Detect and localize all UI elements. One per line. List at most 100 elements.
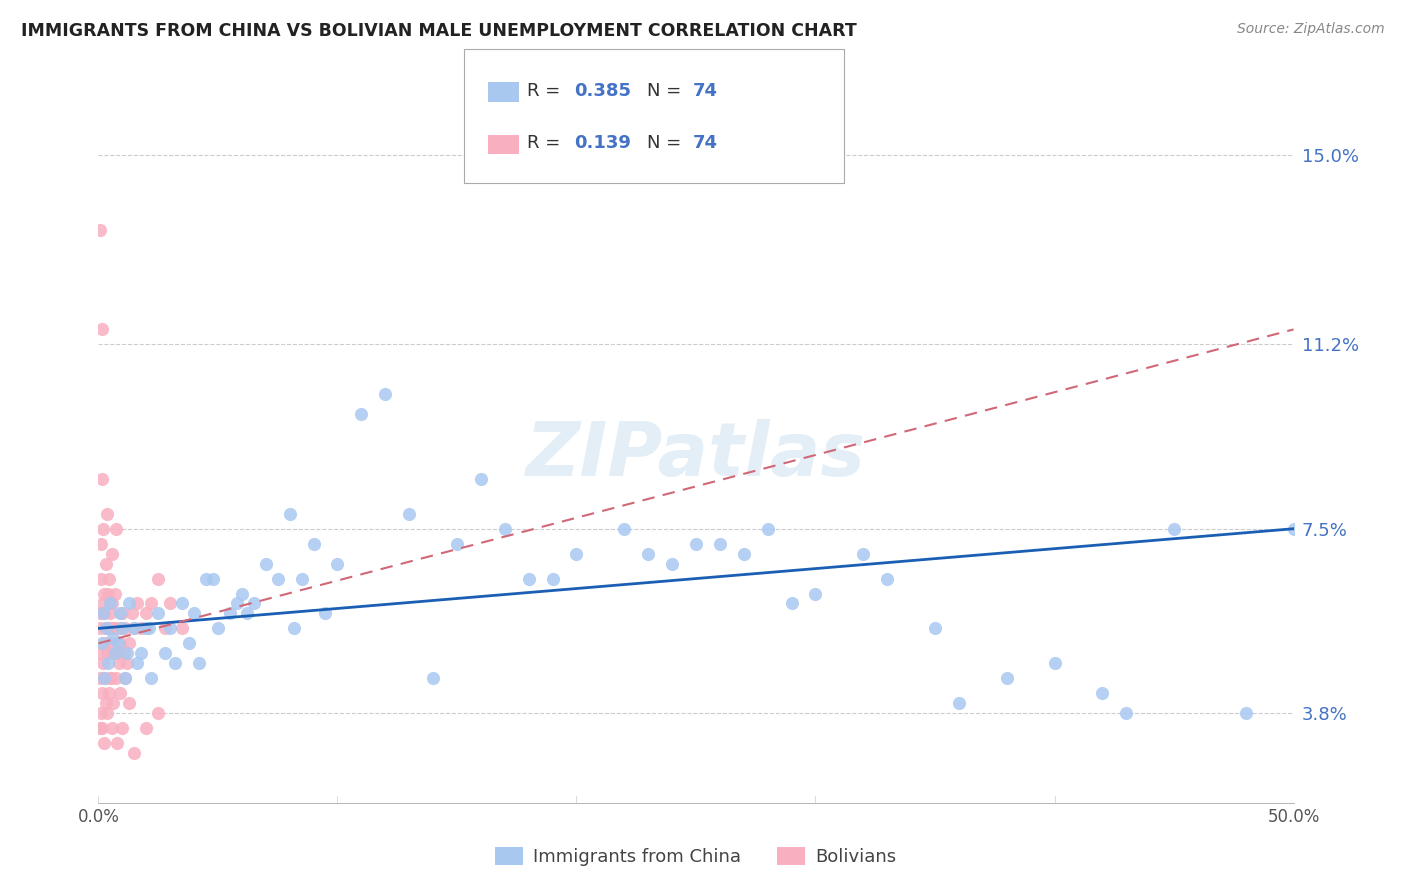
- Point: [446, 537, 468, 551]
- Point: [159, 621, 181, 635]
- Point: [89, 223, 111, 237]
- Point: [121, 607, 143, 621]
- Point: [104, 646, 127, 660]
- Point: [91, 597, 114, 611]
- Point: [108, 686, 131, 700]
- Point: [105, 621, 128, 635]
- Point: [89, 621, 111, 635]
- Point: [114, 621, 136, 635]
- Text: 0.139: 0.139: [574, 135, 630, 153]
- Point: [100, 621, 122, 635]
- Point: [89, 607, 111, 621]
- Point: [101, 632, 124, 646]
- Point: [94, 636, 117, 650]
- Point: [131, 646, 153, 660]
- Point: [103, 696, 125, 710]
- Point: [110, 621, 132, 635]
- Point: [111, 721, 134, 735]
- Point: [105, 736, 128, 750]
- Point: [1282, 522, 1305, 536]
- Text: 74: 74: [693, 135, 718, 153]
- Point: [93, 671, 115, 685]
- Point: [398, 507, 420, 521]
- Point: [101, 621, 124, 635]
- Point: [93, 736, 115, 750]
- Point: [108, 607, 131, 621]
- Point: [422, 671, 444, 685]
- Point: [374, 387, 396, 401]
- Point: [187, 657, 209, 671]
- Point: [96, 696, 118, 710]
- Point: [101, 721, 124, 735]
- Point: [97, 686, 120, 700]
- Point: [517, 572, 540, 586]
- Point: [124, 746, 146, 760]
- Text: N =: N =: [647, 82, 686, 100]
- Legend: Immigrants from China, Bolivians: Immigrants from China, Bolivians: [488, 839, 904, 873]
- Point: [470, 472, 492, 486]
- Text: R =: R =: [527, 82, 567, 100]
- Point: [565, 547, 588, 561]
- Point: [105, 522, 128, 536]
- Point: [118, 696, 141, 710]
- Point: [94, 621, 117, 635]
- Point: [195, 572, 218, 586]
- Point: [98, 607, 122, 621]
- Point: [111, 621, 134, 635]
- Point: [733, 547, 755, 561]
- Point: [155, 646, 177, 660]
- Point: [148, 607, 170, 621]
- Point: [98, 597, 122, 611]
- Point: [1043, 657, 1066, 671]
- Point: [107, 657, 129, 671]
- Text: ZIPatlas: ZIPatlas: [526, 419, 866, 492]
- Text: IMMIGRANTS FROM CHINA VS BOLIVIAN MALE UNEMPLOYMENT CORRELATION CHART: IMMIGRANTS FROM CHINA VS BOLIVIAN MALE U…: [21, 22, 856, 40]
- Point: [139, 597, 162, 611]
- Point: [131, 621, 153, 635]
- Point: [804, 586, 827, 600]
- Point: [756, 522, 779, 536]
- Point: [93, 586, 115, 600]
- Text: R =: R =: [527, 135, 567, 153]
- Point: [97, 657, 120, 671]
- Point: [91, 472, 114, 486]
- Point: [179, 636, 201, 650]
- Point: [172, 597, 194, 611]
- Point: [135, 721, 157, 735]
- Point: [100, 547, 122, 561]
- Point: [97, 586, 120, 600]
- Point: [91, 607, 114, 621]
- Point: [107, 646, 129, 660]
- Point: [89, 721, 111, 735]
- Point: [108, 636, 131, 650]
- Point: [125, 657, 148, 671]
- Text: 74: 74: [693, 82, 718, 100]
- Point: [91, 322, 114, 336]
- Point: [235, 607, 257, 621]
- Point: [637, 547, 659, 561]
- Point: [494, 522, 516, 536]
- Point: [1163, 522, 1185, 536]
- Point: [115, 657, 138, 671]
- Point: [948, 696, 970, 710]
- Text: N =: N =: [647, 135, 686, 153]
- Point: [96, 646, 118, 660]
- Point: [90, 706, 112, 720]
- Point: [97, 646, 120, 660]
- Point: [243, 597, 266, 611]
- Point: [661, 557, 683, 571]
- Point: [541, 572, 564, 586]
- Point: [350, 407, 373, 421]
- Point: [124, 621, 146, 635]
- Point: [155, 621, 177, 635]
- Point: [1115, 706, 1137, 720]
- Point: [315, 607, 337, 621]
- Point: [254, 557, 277, 571]
- Point: [90, 572, 112, 586]
- Point: [135, 607, 157, 621]
- Point: [148, 572, 170, 586]
- Point: [183, 607, 205, 621]
- Point: [100, 671, 122, 685]
- Point: [125, 597, 148, 611]
- Point: [159, 597, 181, 611]
